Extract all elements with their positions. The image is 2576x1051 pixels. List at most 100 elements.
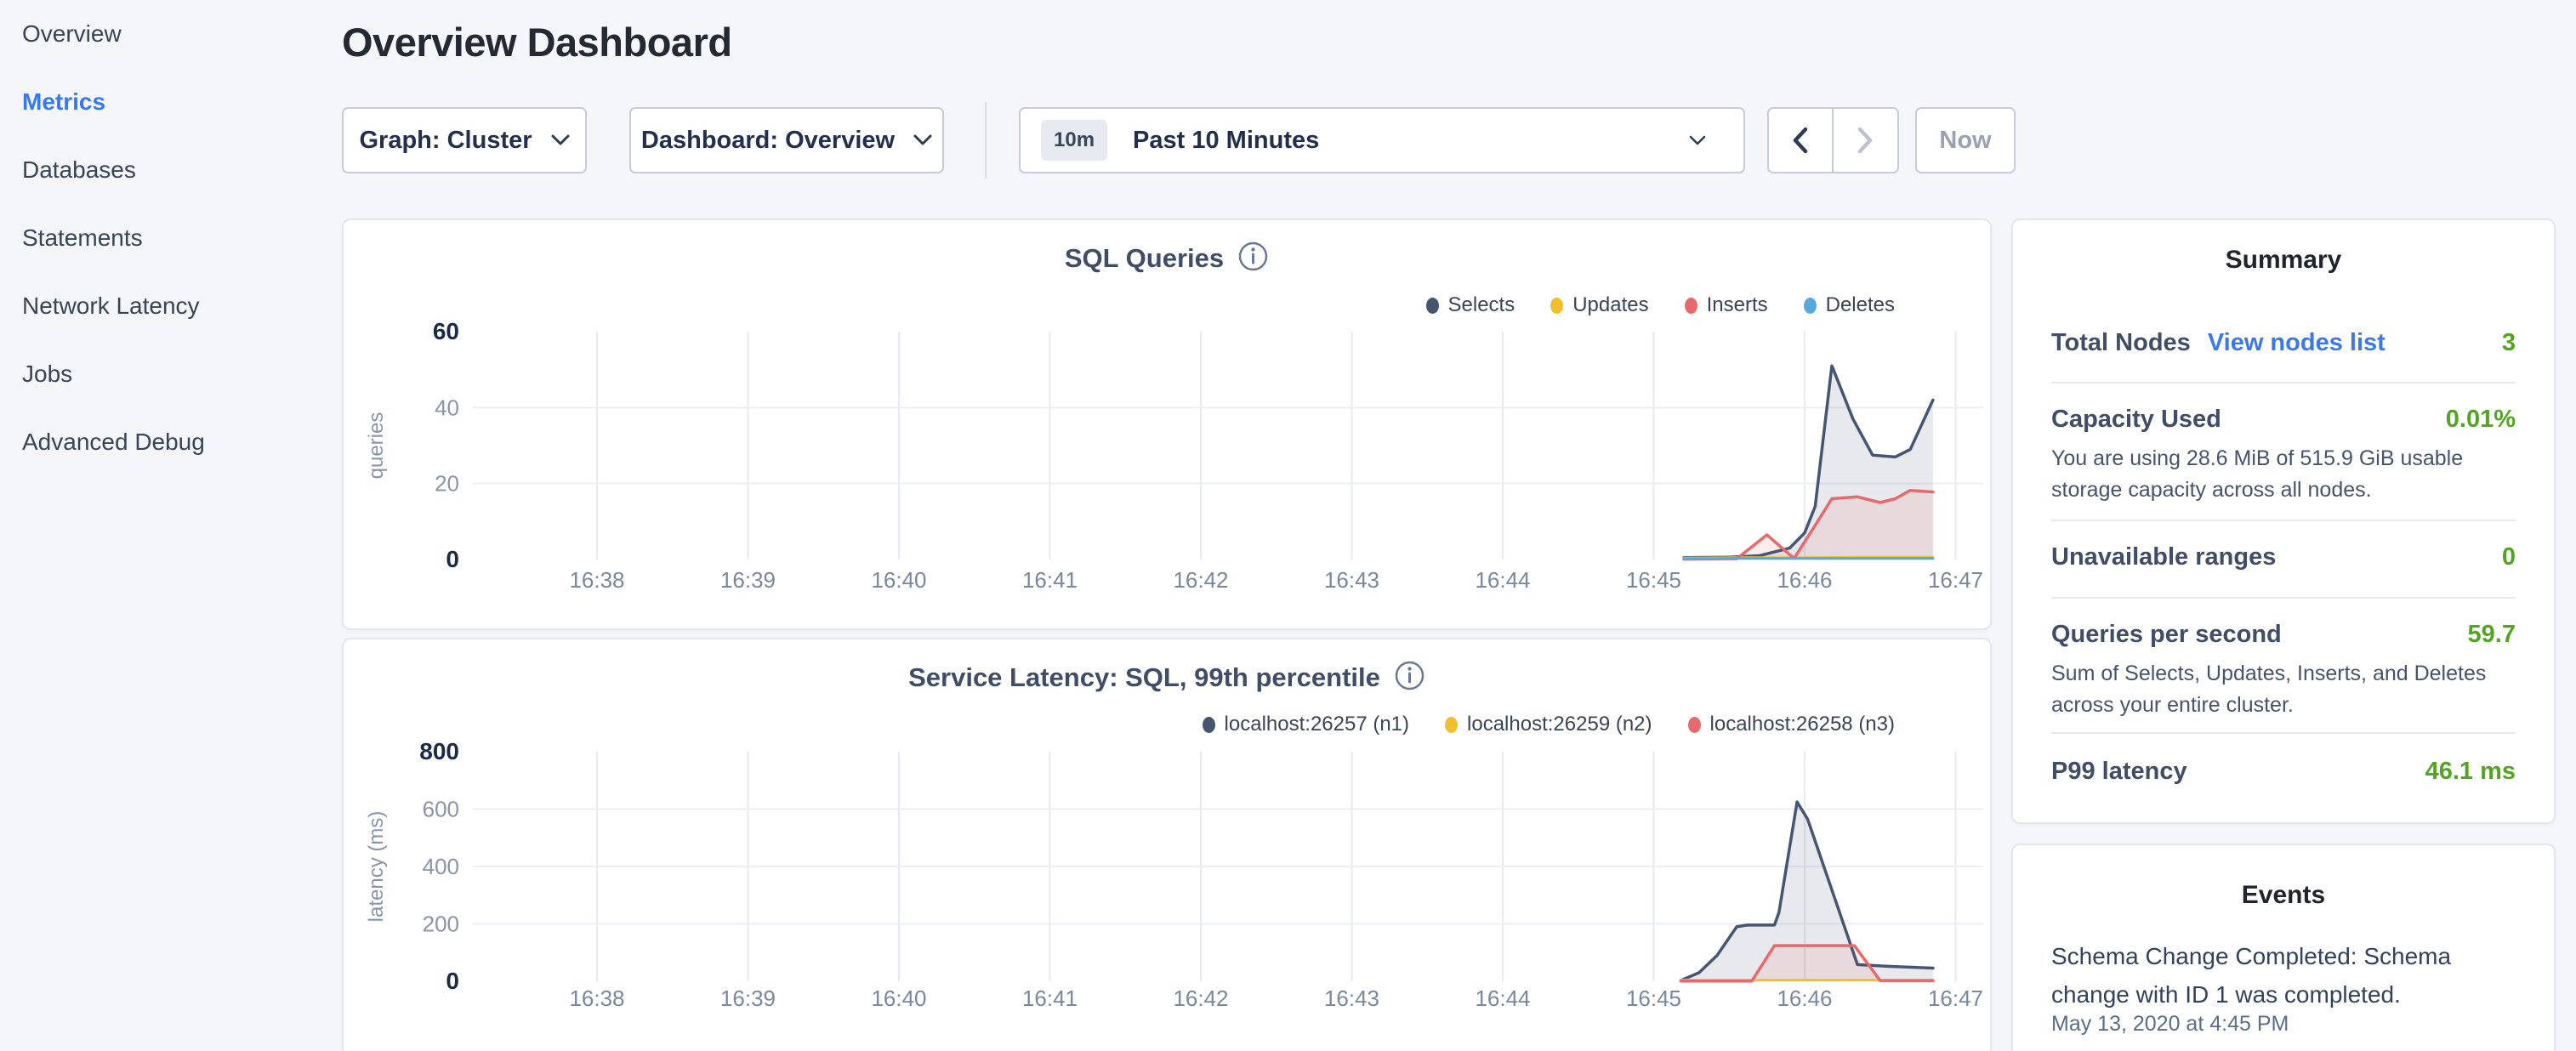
legend-item: Selects [1426, 293, 1515, 317]
chart-legend: localhost:26257 (n1) localhost:26259 (n2… [1203, 713, 1895, 736]
legend-item: localhost:26257 (n1) [1203, 713, 1409, 736]
info-icon[interactable] [1237, 241, 1269, 276]
divider [2051, 597, 2516, 599]
summary-description: You are using 28.6 MiB of 515.9 GiB usab… [2051, 443, 2520, 506]
svg-text:200: 200 [423, 912, 459, 937]
summary-row-capacity-used: Capacity Used 0.01% [2051, 406, 2516, 434]
legend-item: localhost:26259 (n2) [1445, 713, 1652, 736]
time-step-button-group [1767, 107, 1899, 173]
sidebar-item-metrics[interactable]: Metrics [0, 68, 323, 136]
summary-value: 3 [2502, 329, 2516, 357]
summary-label: Queries per second [2051, 621, 2282, 649]
series-dot-icon [1688, 717, 1701, 733]
previous-time-button[interactable] [1769, 109, 1834, 172]
legend-item: Deletes [1804, 293, 1895, 317]
legend-item: Updates [1550, 293, 1648, 317]
svg-text:16:40: 16:40 [871, 567, 926, 593]
graph-selector-dropdown[interactable]: Graph: Cluster [342, 107, 587, 173]
summary-title: Summary [2013, 246, 2554, 275]
chevron-left-icon [1789, 126, 1811, 155]
legend-item: localhost:26258 (n3) [1688, 713, 1895, 736]
view-nodes-list-link[interactable]: View nodes list [2208, 329, 2386, 357]
info-icon[interactable] [1394, 660, 1425, 696]
summary-row-unavailable-ranges: Unavailable ranges 0 [2051, 543, 2516, 571]
sidebar: Overview Metrics Databases Statements Ne… [0, 0, 323, 1051]
series-dot-icon [1426, 298, 1439, 314]
sidebar-item-advanced-debug[interactable]: Advanced Debug [0, 408, 323, 476]
chevron-down-icon [913, 134, 932, 146]
graph-selector-label: Graph: Cluster [359, 127, 532, 155]
sidebar-item-network-latency[interactable]: Network Latency [0, 272, 323, 340]
svg-text:16:43: 16:43 [1324, 567, 1379, 593]
next-time-button[interactable] [1834, 109, 1898, 172]
svg-text:16:41: 16:41 [1022, 986, 1078, 1011]
svg-text:60: 60 [433, 318, 459, 344]
svg-text:16:42: 16:42 [1173, 986, 1228, 1011]
chart-title: Service Latency: SQL, 99th percentile [908, 662, 1380, 693]
svg-text:600: 600 [423, 797, 459, 822]
controls-divider [985, 102, 987, 179]
sidebar-item-jobs[interactable]: Jobs [0, 340, 323, 408]
summary-value: 59.7 [2468, 621, 2516, 649]
svg-text:40: 40 [435, 395, 459, 420]
event-timestamp: May 13, 2020 at 4:45 PM [2051, 1012, 2289, 1037]
event-message[interactable]: Schema Change Completed: Schema change w… [2051, 937, 2494, 1014]
svg-text:800: 800 [419, 738, 459, 764]
service-latency-plot: 020040060080016:3816:3916:4016:4116:4216… [344, 639, 1993, 1051]
summary-label: P99 latency [2051, 758, 2187, 786]
svg-text:16:38: 16:38 [569, 986, 624, 1011]
divider [2051, 382, 2516, 383]
svg-text:16:39: 16:39 [720, 567, 776, 593]
summary-row-queries-per-second: Queries per second 59.7 [2051, 621, 2516, 649]
svg-text:0: 0 [446, 968, 459, 994]
summary-row-total-nodes: Total Nodes View nodes list 3 [2051, 329, 2516, 357]
chart-legend: Selects Updates Inserts Deletes [1426, 293, 1896, 317]
events-panel: Events Schema Change Completed: Schema c… [2011, 844, 2556, 1051]
svg-text:16:47: 16:47 [1928, 986, 1983, 1011]
svg-text:0: 0 [446, 546, 459, 572]
svg-text:16:40: 16:40 [871, 986, 926, 1011]
summary-description: Sum of Selects, Updates, Inserts, and De… [2051, 658, 2520, 721]
time-range-dropdown[interactable]: 10m Past 10 Minutes [1019, 107, 1745, 173]
svg-text:16:39: 16:39 [720, 986, 776, 1011]
series-dot-icon [1550, 298, 1563, 314]
chevron-down-icon [1689, 135, 1706, 146]
svg-text:queries: queries [365, 412, 388, 480]
sidebar-item-statements[interactable]: Statements [0, 204, 323, 272]
sidebar-item-databases[interactable]: Databases [0, 136, 323, 204]
time-window-badge: 10m [1041, 120, 1107, 161]
series-dot-icon [1445, 717, 1458, 733]
svg-text:16:46: 16:46 [1777, 986, 1832, 1011]
svg-text:16:38: 16:38 [569, 567, 624, 593]
svg-text:16:42: 16:42 [1173, 567, 1228, 593]
service-latency-chart-card: Service Latency: SQL, 99th percentile lo… [342, 638, 1992, 1051]
sql-queries-chart-card: SQL Queries Selects Updates Inserts Dele… [342, 219, 1992, 630]
dashboard-selector-dropdown[interactable]: Dashboard: Overview [629, 107, 944, 173]
summary-label: Unavailable ranges [2051, 543, 2276, 571]
summary-value: 46.1 ms [2425, 758, 2516, 786]
chevron-down-icon [551, 134, 570, 146]
divider [2051, 520, 2516, 521]
events-title: Events [2013, 881, 2554, 910]
dashboard-selector-label: Dashboard: Overview [641, 127, 895, 155]
sidebar-item-overview[interactable]: Overview [0, 0, 323, 68]
svg-text:16:46: 16:46 [1777, 567, 1832, 593]
summary-row-p99-latency: P99 latency 46.1 ms [2051, 758, 2516, 786]
summary-value: 0 [2502, 543, 2516, 571]
series-dot-icon [1804, 298, 1817, 314]
series-dot-icon [1685, 298, 1697, 314]
svg-text:16:41: 16:41 [1022, 567, 1078, 593]
svg-text:16:44: 16:44 [1475, 986, 1530, 1011]
chart-title: SQL Queries [1065, 243, 1224, 274]
svg-text:16:47: 16:47 [1928, 567, 1983, 593]
svg-text:16:44: 16:44 [1475, 567, 1530, 593]
chevron-right-icon [1854, 126, 1876, 155]
svg-text:16:45: 16:45 [1626, 986, 1681, 1011]
page-title: Overview Dashboard [342, 19, 732, 65]
svg-text:16:43: 16:43 [1324, 986, 1379, 1011]
series-dot-icon [1203, 717, 1215, 733]
time-window-label: Past 10 Minutes [1133, 127, 1319, 155]
now-button[interactable]: Now [1915, 107, 2016, 173]
legend-item: Inserts [1685, 293, 1768, 317]
sql-queries-plot: 020406016:3816:3916:4016:4116:4216:4316:… [344, 220, 1993, 628]
